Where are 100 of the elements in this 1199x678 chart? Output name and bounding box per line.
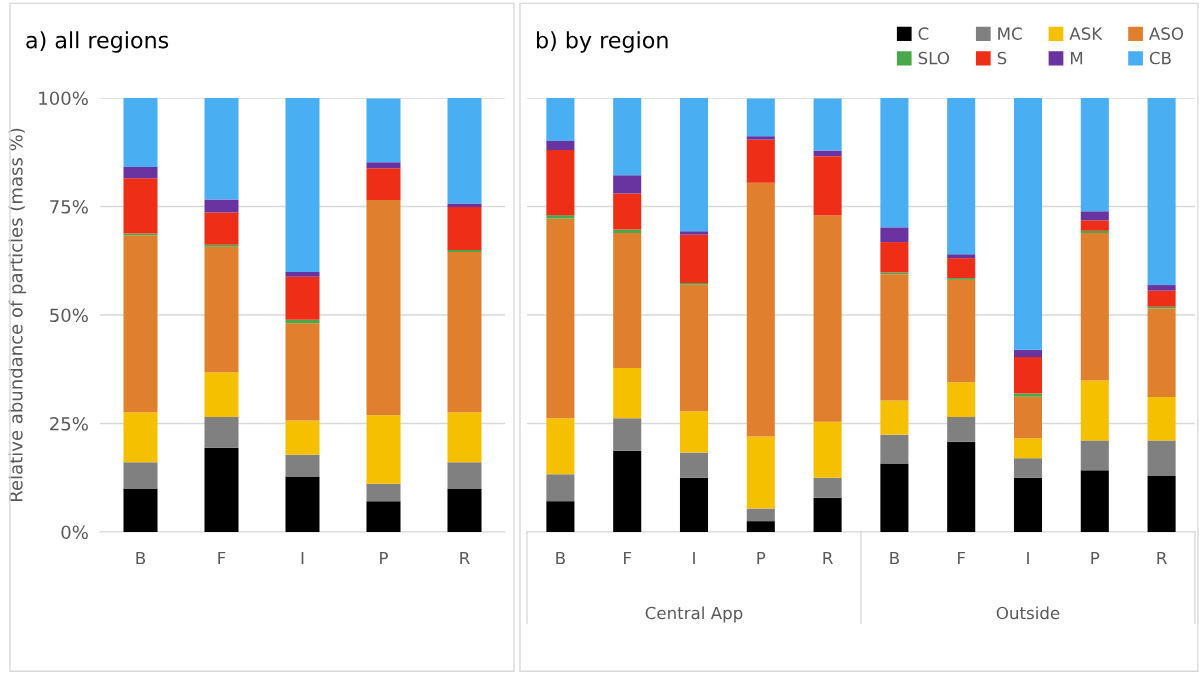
bar: [204, 416, 239, 448]
bar: [285, 98, 320, 273]
bar: [613, 232, 642, 368]
bar: [1013, 357, 1043, 394]
bar: [123, 178, 158, 234]
text: Central App: [645, 606, 743, 623]
bar: [813, 421, 842, 478]
bar: [447, 252, 482, 413]
x-tick-label: R: [1157, 551, 1167, 565]
bar: [123, 235, 158, 413]
bar: [366, 415, 401, 484]
chart-title: a) all regions: [26, 31, 169, 53]
legend-label: M: [1070, 51, 1083, 65]
x-tick-label: F: [958, 551, 966, 565]
bar: [880, 227, 909, 243]
bar: [546, 418, 575, 475]
bar: [1013, 349, 1043, 358]
bar: [447, 206, 482, 250]
bar: [1080, 211, 1109, 221]
bar: [880, 434, 909, 464]
bar: [123, 167, 158, 179]
y-tick-label: 0%: [61, 525, 88, 540]
bar: [447, 462, 482, 489]
legend-label: ASK: [1069, 27, 1103, 40]
bar: [1013, 396, 1043, 439]
bar: [285, 420, 320, 455]
bar: [366, 168, 401, 200]
bar: [746, 436, 775, 509]
bar: [880, 98, 909, 228]
bar: [546, 98, 575, 141]
y-axis-title: Relative abundance of particles (mass %): [8, 128, 27, 501]
bar: [679, 234, 709, 283]
bar: [204, 199, 239, 213]
legend-label: C: [918, 27, 929, 40]
bar: [123, 488, 158, 532]
bar: [546, 150, 575, 216]
bar: [546, 474, 575, 502]
bar: [880, 274, 909, 401]
y-tick-label: 75%: [50, 199, 88, 214]
bar: [123, 462, 158, 489]
bar: [366, 199, 401, 416]
bar: [1080, 232, 1109, 381]
bar: [546, 218, 575, 419]
bar: [746, 508, 775, 522]
bar: [613, 98, 642, 176]
bar: [285, 476, 320, 532]
bar: [447, 98, 482, 204]
bar: [613, 418, 642, 451]
bar: [679, 231, 709, 235]
bar: [1080, 98, 1109, 212]
bar: [1147, 397, 1176, 441]
bar: [546, 140, 575, 151]
bar: [1013, 438, 1043, 459]
bar: [1013, 458, 1043, 478]
bar: [746, 182, 775, 437]
bar: [285, 323, 320, 421]
bar: [546, 215, 575, 219]
bar: [679, 284, 709, 412]
bar: [880, 400, 909, 435]
bar: [947, 382, 976, 417]
bar: [204, 447, 239, 532]
bar: [1080, 380, 1109, 441]
bar: [1147, 290, 1176, 307]
bar: [679, 452, 709, 478]
bar: [123, 98, 158, 168]
bar: [613, 367, 642, 419]
bar: [204, 212, 239, 245]
legend-label: MC: [998, 27, 1022, 40]
bar: [1080, 470, 1109, 532]
x-tick-label: I: [301, 551, 304, 565]
x-tick-label: I: [1027, 551, 1029, 565]
bar: [947, 258, 976, 279]
bar: [447, 488, 482, 532]
legend-label: ASO: [1149, 27, 1184, 40]
x-tick-label: R: [823, 551, 833, 565]
bar: [546, 501, 575, 532]
bar: [746, 136, 775, 140]
bar: [679, 477, 709, 532]
legend-label: CB: [1149, 51, 1171, 65]
bar: [366, 501, 401, 532]
x-tick-label: P: [380, 551, 388, 565]
bar: [746, 98, 775, 137]
bar: [947, 279, 976, 383]
y-tick-label: 50%: [50, 308, 88, 323]
bar: [813, 477, 842, 498]
x-tick-label: R: [460, 551, 470, 565]
bar: [285, 276, 320, 320]
bar: [204, 372, 239, 417]
bar: [613, 175, 642, 194]
bar: [813, 98, 842, 151]
bar: [947, 416, 976, 442]
chart-title: b) by region: [537, 31, 668, 53]
legend-label: SLO: [918, 51, 950, 65]
bar: [813, 497, 842, 532]
bar: [880, 463, 909, 532]
bar: [813, 215, 842, 422]
bar: [679, 411, 709, 453]
x-tick-label: P: [757, 551, 766, 565]
y-tick-label: 25%: [50, 416, 88, 431]
bar: [366, 483, 401, 502]
